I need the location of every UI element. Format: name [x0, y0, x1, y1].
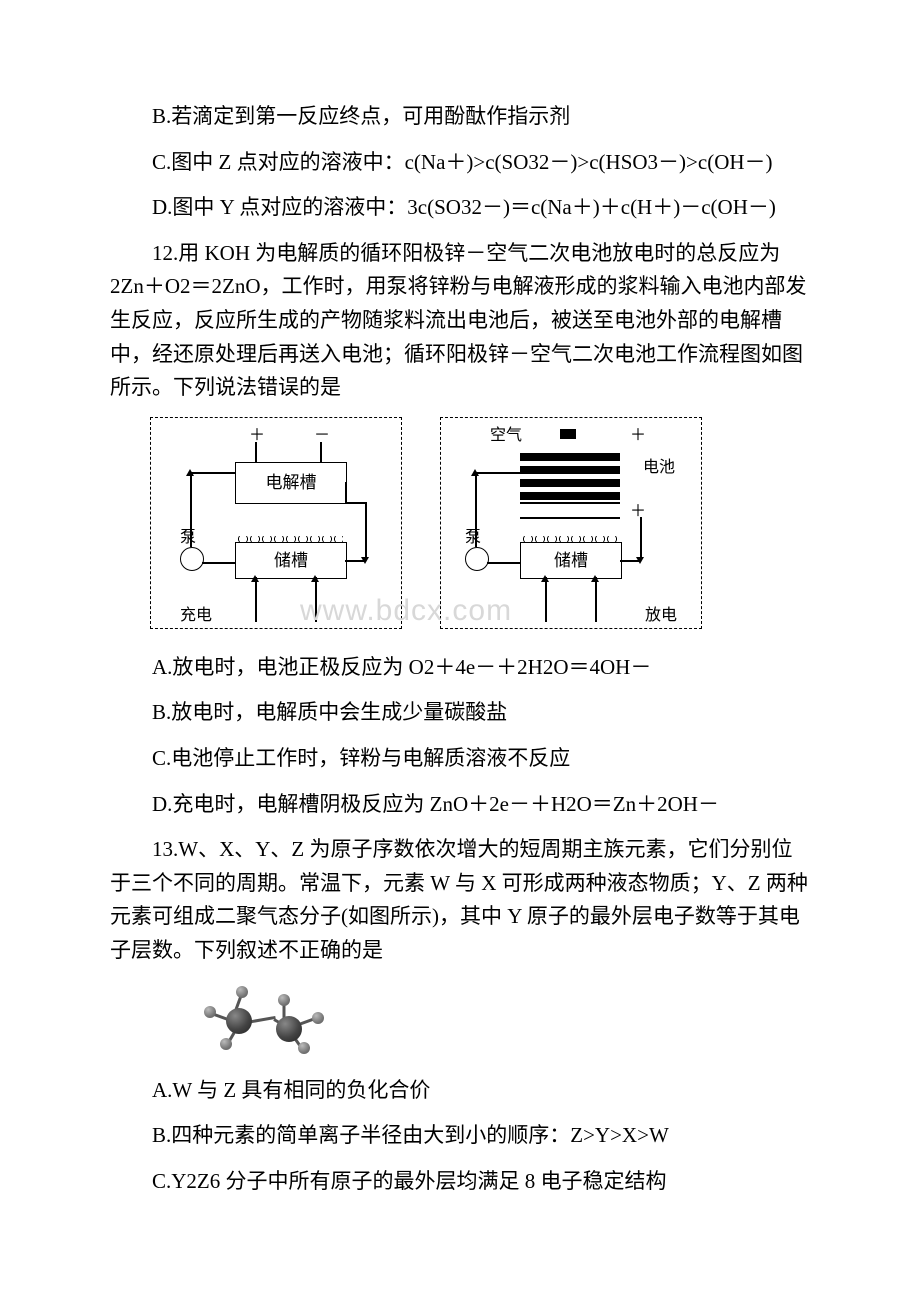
storage-tank-box-right: 储槽 [520, 542, 622, 579]
q13-option-a: A.W 与 Z 具有相同的负化合价 [110, 1074, 810, 1108]
plus-sign: ＋ [249, 423, 265, 449]
option-b: B.若滴定到第一反应终点，可用酚酞作指示剂 [110, 100, 810, 134]
air-label: 空气 [490, 423, 522, 449]
electrolyzer-label: 电解槽 [266, 469, 317, 496]
tank-label: 储槽 [274, 547, 308, 574]
pump-label-right: 泵 [465, 525, 481, 551]
charge-label: 充电 [180, 603, 212, 629]
q13-option-b: B.四种元素的简单离子半径由大到小的顺序：Z>Y>X>W [110, 1119, 810, 1153]
option-d: D.图中 Y 点对应的溶液中：3c(SO32－)＝c(Na＋)＋c(H＋)－c(… [110, 191, 810, 225]
q12-option-b: B.放电时，电解质中会生成少量碳酸盐 [110, 696, 810, 730]
electrolyzer-box: 电解槽 [235, 462, 347, 504]
plus-sign-r: ＋ [630, 423, 646, 449]
battery-flow-diagram: 电解槽 ＋ － 储槽 泵 [150, 417, 810, 637]
tank-label-right: 储槽 [554, 547, 588, 574]
q12-option-c: C.电池停止工作时，锌粉与电解质溶液不反应 [110, 742, 810, 776]
question-12: 12.用 KOH 为电解质的循环阳极锌－空气二次电池放电时的总反应为 2Zn＋O… [110, 237, 810, 405]
q13-option-c: C.Y2Z6 分子中所有原子的最外层均满足 8 电子稳定结构 [110, 1165, 810, 1199]
minus-sign: － [314, 423, 330, 449]
molecule-diagram [150, 980, 810, 1060]
q12-option-d: D.充电时，电解槽阴极反应为 ZnO＋2e－＋H2O＝Zn＋2OH－ [110, 788, 810, 822]
plus-sign-r2: ＋ [630, 499, 646, 525]
discharge-label: 放电 [645, 603, 677, 629]
q12-option-a: A.放电时，电池正极反应为 O2＋4e－＋2H2O＝4OH－ [110, 651, 810, 685]
storage-tank-box: 储槽 [235, 542, 347, 579]
battery-label: 电池 [643, 455, 675, 481]
question-13: 13.W、X、Y、Z 为原子序数依次增大的短周期主族元素，它们分别位于三个不同的… [110, 833, 810, 967]
pump-label-left: 泵 [180, 525, 196, 551]
option-c: C.图中 Z 点对应的溶液中：c(Na＋)>c(SO32－)>c(HSO3－)>… [110, 146, 810, 180]
